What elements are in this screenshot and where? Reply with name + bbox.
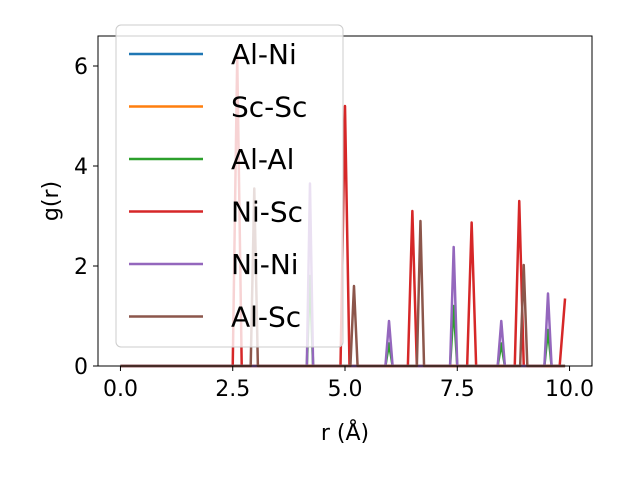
y-tick-label: 6 (74, 55, 88, 80)
y-tick-label: 4 (74, 155, 88, 180)
x-tick-label: 0.0 (103, 377, 138, 402)
legend-label: Al-Ni (231, 38, 297, 71)
legend-label: Sc-Sc (231, 91, 307, 124)
legend-label: Al-Sc (231, 301, 301, 334)
x-tick-label: 2.5 (215, 377, 250, 402)
legend-box (115, 24, 344, 348)
y-axis: 0 2 4 6 (74, 55, 98, 380)
x-tick-label: 7.5 (440, 377, 475, 402)
x-tick-label: 5.0 (328, 377, 363, 402)
legend-label: Ni-Ni (231, 248, 299, 281)
legend-label: Al-Al (231, 143, 294, 176)
x-axis: 0.0 2.5 5.0 7.5 10.0 (103, 366, 594, 402)
y-tick-label: 0 (74, 355, 88, 380)
y-axis-title: g(r) (39, 181, 64, 221)
x-axis-title: r (Å) (321, 419, 369, 446)
y-tick-label: 2 (74, 255, 88, 280)
x-tick-label: 10.0 (545, 377, 594, 402)
legend-label: Ni-Sc (231, 196, 303, 229)
legend: Al-Ni Sc-Sc Al-Al Ni-Sc Ni-Ni Al-Sc (115, 24, 344, 348)
